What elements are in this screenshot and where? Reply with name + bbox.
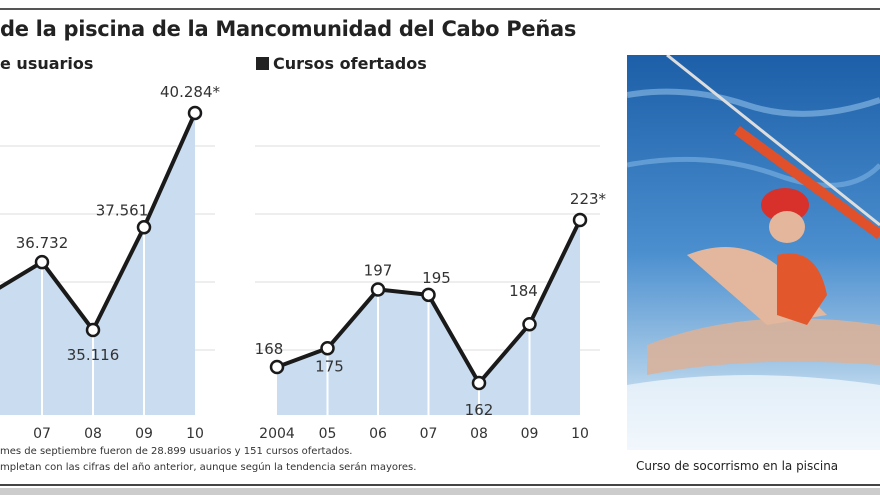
data-point bbox=[421, 287, 436, 303]
bottom-band bbox=[0, 488, 880, 495]
data-point bbox=[522, 316, 537, 332]
x-tick-label: 07 bbox=[420, 426, 438, 442]
x-tick-label: 06 bbox=[369, 426, 387, 442]
x-tick-label: 09 bbox=[521, 426, 539, 442]
data-point bbox=[34, 254, 50, 270]
data-label: 184 bbox=[509, 282, 538, 300]
legend-usuarios: e usuarios bbox=[0, 54, 93, 73]
bottom-rule bbox=[0, 484, 880, 486]
data-label: 197 bbox=[364, 261, 393, 279]
data-point bbox=[370, 282, 386, 297]
data-point bbox=[320, 341, 335, 356]
swimmer-image bbox=[627, 55, 880, 450]
data-point bbox=[269, 359, 285, 375]
data-point bbox=[572, 212, 588, 228]
x-tick-label: 08 bbox=[84, 426, 102, 442]
data-point bbox=[187, 105, 203, 121]
x-tick-label: 08 bbox=[470, 426, 488, 442]
photo-caption: Curso de socorrismo en la piscina bbox=[636, 459, 839, 473]
x-tick-label: 10 bbox=[571, 426, 589, 442]
footnote-line-2: mpletan con las cifras del año anterior,… bbox=[0, 462, 417, 473]
data-label: 35.116 bbox=[67, 346, 120, 364]
data-label: 195 bbox=[422, 269, 451, 287]
data-label: 175 bbox=[315, 357, 344, 375]
top-rule bbox=[0, 8, 880, 10]
data-label: 40.284* bbox=[160, 83, 220, 101]
pool-photo bbox=[627, 55, 880, 450]
legend-swatch bbox=[256, 57, 269, 70]
area-fill bbox=[0, 112, 195, 415]
data-point bbox=[471, 375, 487, 391]
page-title: de la piscina de la Mancomunidad del Cab… bbox=[0, 17, 577, 41]
legend-cursos: Cursos ofertados bbox=[256, 54, 427, 73]
data-point bbox=[136, 220, 152, 235]
data-label: 168 bbox=[255, 340, 284, 358]
x-tick-label: 2004 bbox=[259, 426, 295, 442]
x-tick-label: 10 bbox=[186, 426, 204, 442]
charts: 06 36.732 07 35.116 08 37.561 09 40.284* 10 168 20… bbox=[0, 83, 607, 442]
data-label: 223* bbox=[570, 190, 607, 208]
footnote-line-1: mes de septiembre fueron de 28.899 usuar… bbox=[0, 446, 353, 457]
legend-label: Cursos ofertados bbox=[273, 54, 427, 73]
data-point bbox=[85, 322, 101, 338]
data-label: 37.561 bbox=[96, 201, 149, 219]
legend-label: e usuarios bbox=[0, 54, 94, 73]
data-label: 162 bbox=[465, 401, 494, 419]
data-label: 36.732 bbox=[16, 234, 69, 252]
x-tick-label: 09 bbox=[135, 426, 153, 442]
x-tick-label: 07 bbox=[33, 426, 51, 442]
x-tick-label: 05 bbox=[319, 426, 337, 442]
